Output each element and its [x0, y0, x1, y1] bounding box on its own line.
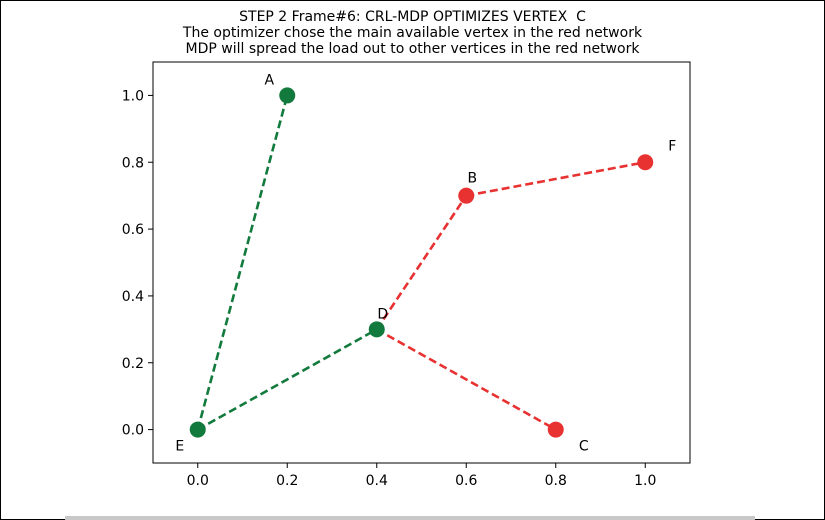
node-label-f: F [668, 138, 676, 154]
node-label-b: B [467, 171, 477, 187]
y-tick-label: 0.0 [122, 423, 144, 439]
node-label-e: E [175, 439, 184, 455]
node-label-c: C [579, 439, 589, 455]
y-tick-label: 1.0 [122, 88, 144, 104]
edge-e-d [198, 329, 377, 429]
y-tick-label: 0.8 [122, 155, 144, 171]
plot-area-frame [153, 62, 690, 463]
edge-d-b [377, 196, 467, 330]
x-tick-label: 0.0 [187, 473, 209, 489]
x-tick-label: 0.2 [276, 473, 298, 489]
node-a [279, 87, 295, 103]
x-tick-label: 0.6 [455, 473, 477, 489]
edge-e-a [198, 95, 288, 429]
node-d [369, 321, 385, 337]
node-b [458, 188, 474, 204]
node-e [190, 422, 206, 438]
x-tick-label: 1.0 [634, 473, 656, 489]
edge-d-c [377, 329, 556, 429]
node-f [637, 154, 653, 170]
node-label-a: A [264, 72, 274, 88]
x-tick-label: 0.8 [545, 473, 567, 489]
node-c [548, 422, 564, 438]
y-tick-label: 0.4 [122, 289, 144, 305]
edge-b-f [466, 162, 645, 195]
x-tick-label: 0.4 [366, 473, 388, 489]
node-label-d: D [377, 306, 388, 322]
y-tick-label: 0.2 [122, 356, 144, 372]
y-tick-label: 0.6 [122, 222, 144, 238]
